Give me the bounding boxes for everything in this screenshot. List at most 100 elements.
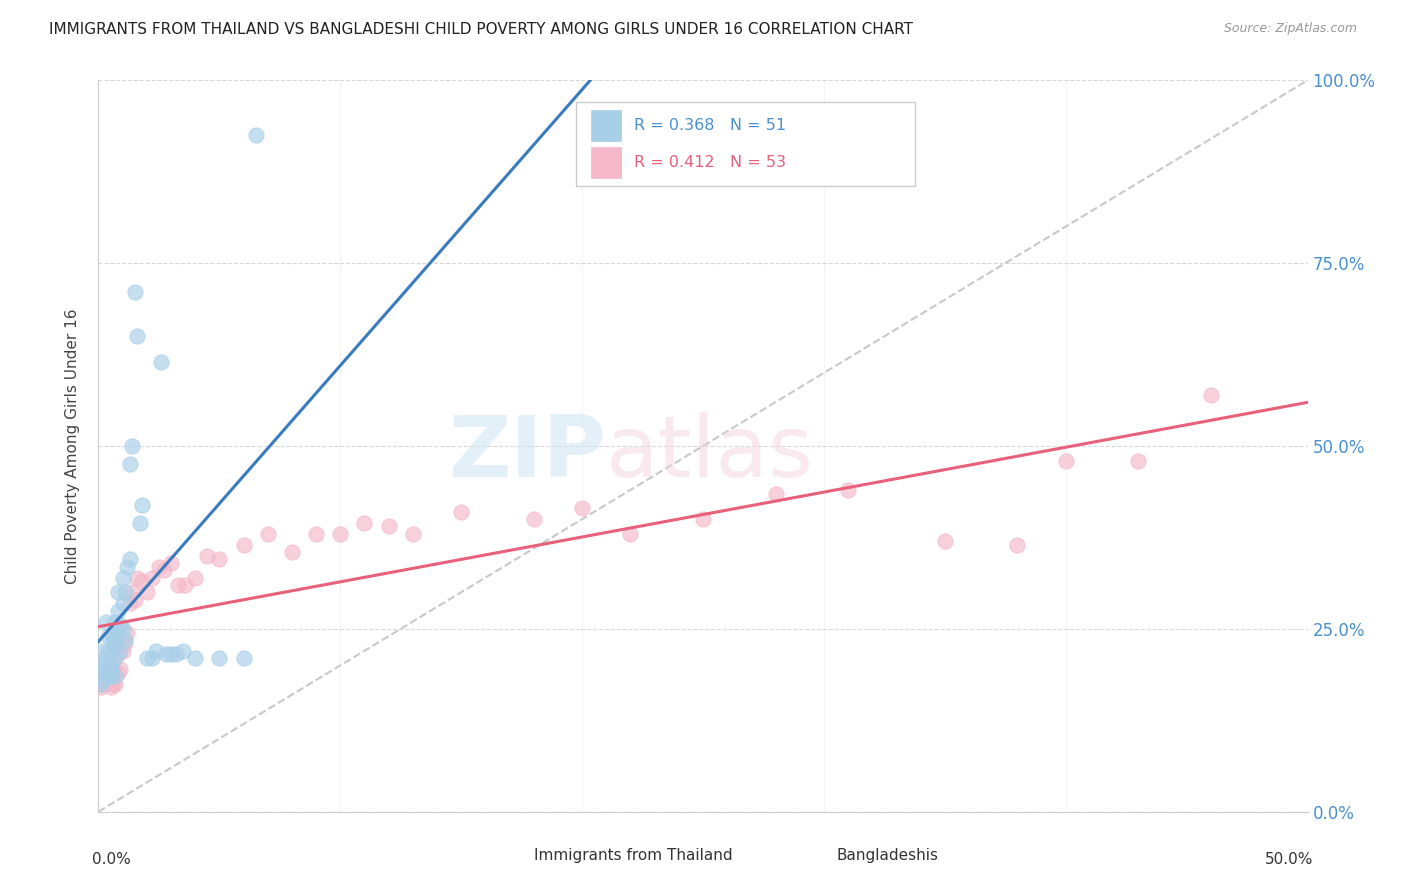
Point bbox=[114, 636, 136, 650]
Point bbox=[104, 636, 127, 650]
Text: ZIP: ZIP bbox=[449, 412, 606, 495]
Point bbox=[121, 585, 143, 599]
Point bbox=[174, 578, 197, 592]
Point bbox=[94, 662, 117, 676]
Point bbox=[155, 648, 177, 662]
Point bbox=[104, 651, 127, 665]
Point bbox=[104, 676, 127, 690]
Point bbox=[152, 563, 174, 577]
Point bbox=[100, 669, 122, 683]
Point bbox=[232, 538, 254, 552]
Point bbox=[127, 329, 149, 343]
Point bbox=[107, 629, 129, 643]
Point bbox=[148, 559, 170, 574]
Point bbox=[184, 571, 207, 585]
Text: 0.0%: 0.0% bbox=[93, 852, 131, 867]
Point bbox=[91, 673, 114, 687]
Point bbox=[619, 526, 641, 541]
Point bbox=[150, 355, 173, 369]
Point bbox=[135, 585, 157, 599]
Point bbox=[94, 651, 117, 665]
Point bbox=[450, 505, 472, 519]
Point bbox=[305, 526, 328, 541]
Point bbox=[121, 439, 143, 453]
Point bbox=[329, 526, 352, 541]
Point bbox=[256, 526, 278, 541]
Point bbox=[165, 648, 187, 662]
Point bbox=[100, 658, 122, 673]
FancyBboxPatch shape bbox=[591, 147, 621, 178]
Point bbox=[90, 681, 112, 695]
FancyBboxPatch shape bbox=[485, 845, 522, 867]
Point bbox=[934, 534, 956, 549]
Point bbox=[101, 632, 124, 647]
Point bbox=[111, 644, 134, 658]
Point bbox=[91, 644, 114, 658]
Point bbox=[94, 669, 117, 683]
Point bbox=[117, 559, 139, 574]
Point bbox=[101, 662, 124, 676]
Point bbox=[108, 662, 131, 676]
Text: Immigrants from Thailand: Immigrants from Thailand bbox=[534, 848, 733, 863]
Point bbox=[100, 662, 122, 676]
Point bbox=[108, 644, 131, 658]
Text: atlas: atlas bbox=[606, 412, 814, 495]
Point bbox=[100, 669, 122, 683]
Point bbox=[118, 552, 141, 566]
Point bbox=[135, 651, 157, 665]
Point bbox=[97, 665, 120, 680]
Point bbox=[172, 644, 194, 658]
Point bbox=[91, 658, 114, 673]
Point bbox=[692, 512, 714, 526]
Point bbox=[124, 285, 146, 300]
Point bbox=[245, 128, 267, 142]
Point bbox=[160, 556, 183, 570]
FancyBboxPatch shape bbox=[591, 111, 621, 141]
Point bbox=[281, 545, 304, 559]
Point bbox=[90, 676, 112, 690]
Point bbox=[160, 648, 183, 662]
Point bbox=[765, 486, 787, 500]
Text: R = 0.368   N = 51: R = 0.368 N = 51 bbox=[634, 118, 786, 133]
Point bbox=[107, 665, 129, 680]
Point bbox=[195, 549, 218, 563]
Point bbox=[353, 516, 375, 530]
Point bbox=[208, 651, 231, 665]
Point bbox=[232, 651, 254, 665]
Point bbox=[111, 622, 134, 636]
Point bbox=[107, 585, 129, 599]
Point bbox=[107, 603, 129, 617]
Text: Source: ZipAtlas.com: Source: ZipAtlas.com bbox=[1223, 22, 1357, 36]
Point bbox=[114, 632, 136, 647]
Point bbox=[108, 618, 131, 632]
Point bbox=[117, 625, 139, 640]
Point bbox=[184, 651, 207, 665]
Point bbox=[145, 644, 167, 658]
Point bbox=[97, 665, 120, 680]
Point bbox=[118, 596, 141, 610]
Point bbox=[141, 651, 163, 665]
Point bbox=[104, 615, 127, 629]
Point bbox=[111, 571, 134, 585]
Point bbox=[167, 578, 190, 592]
Point bbox=[101, 644, 124, 658]
Point bbox=[208, 552, 231, 566]
Point bbox=[97, 644, 120, 658]
Point bbox=[1199, 388, 1222, 402]
Point bbox=[1128, 453, 1150, 467]
Text: 50.0%: 50.0% bbox=[1265, 852, 1313, 867]
Point bbox=[118, 457, 141, 471]
Point bbox=[124, 592, 146, 607]
Point bbox=[127, 571, 149, 585]
Point bbox=[104, 669, 127, 683]
Point bbox=[837, 483, 859, 497]
Point bbox=[402, 526, 425, 541]
Text: IMMIGRANTS FROM THAILAND VS BANGLADESHI CHILD POVERTY AMONG GIRLS UNDER 16 CORRE: IMMIGRANTS FROM THAILAND VS BANGLADESHI … bbox=[49, 22, 914, 37]
Point bbox=[1007, 538, 1029, 552]
Point bbox=[91, 676, 114, 690]
Text: R = 0.412   N = 53: R = 0.412 N = 53 bbox=[634, 154, 786, 169]
Point bbox=[131, 498, 153, 512]
Point bbox=[101, 676, 124, 690]
Point bbox=[97, 629, 120, 643]
Point bbox=[94, 665, 117, 680]
